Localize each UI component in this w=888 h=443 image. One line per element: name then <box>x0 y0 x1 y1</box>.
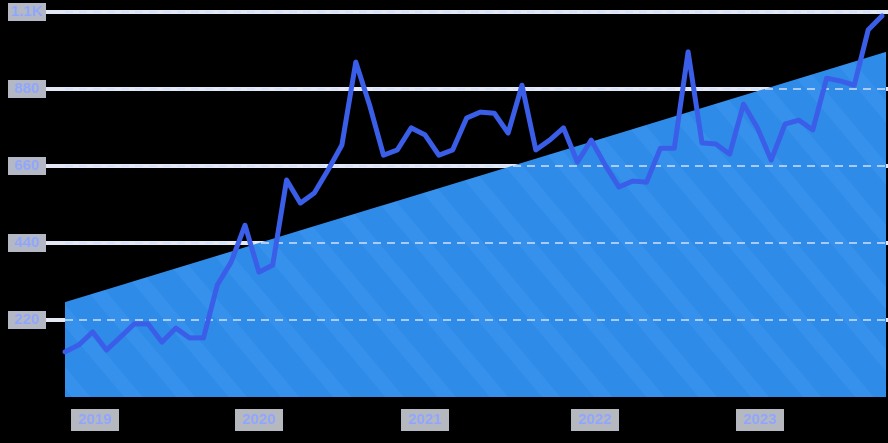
y-tick-label: 220 <box>8 311 46 329</box>
x-tick-label: 2021 <box>401 409 449 431</box>
y-tick-label: 440 <box>8 234 46 252</box>
trend-area <box>65 51 886 398</box>
x-tick-label: 2022 <box>571 409 619 431</box>
y-tick-label: 1.1K <box>8 3 46 21</box>
gridlines-over-area <box>65 11 888 321</box>
value-line <box>62 13 885 355</box>
x-tick-label: 2020 <box>235 409 283 431</box>
x-tick-label: 2019 <box>71 409 119 431</box>
x-tick-label: 2023 <box>736 409 784 431</box>
y-tick-label: 880 <box>8 80 46 98</box>
y-tick-label: 660 <box>8 157 46 175</box>
